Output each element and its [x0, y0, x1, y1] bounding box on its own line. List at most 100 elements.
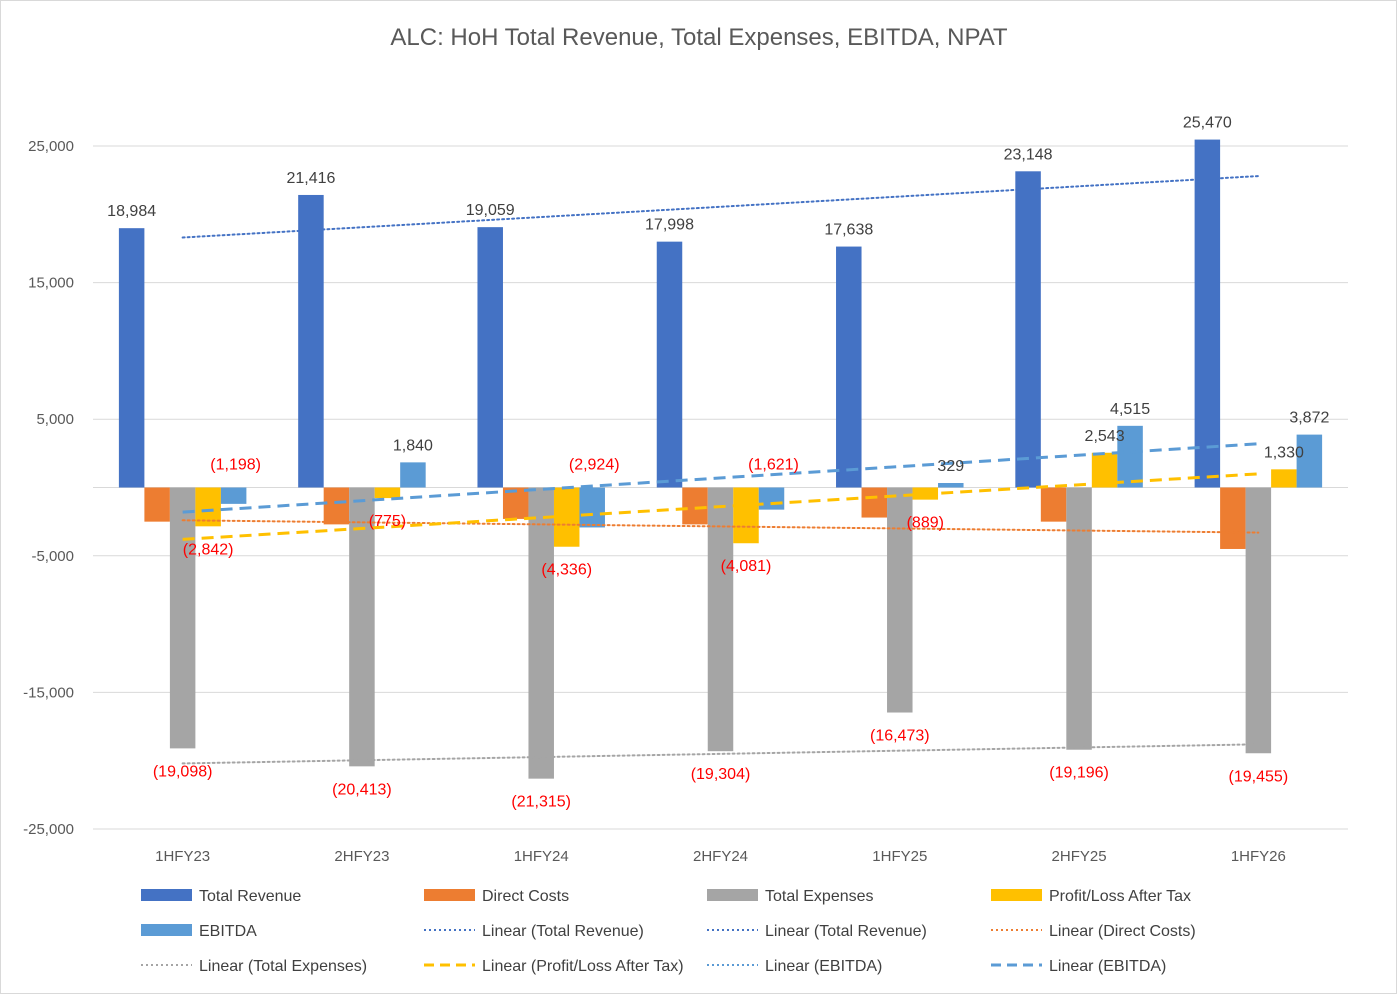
legend-item: Linear (EBITDA) — [991, 958, 1166, 975]
y-tick-label: 25,000 — [28, 138, 74, 155]
legend-label: Linear (Total Revenue) — [765, 923, 927, 940]
legend-item: Linear (EBITDA) — [707, 958, 882, 975]
bar-total-revenue — [836, 246, 862, 488]
legend-label: Total Expenses — [765, 888, 874, 905]
data-label-total-expenses: (20,413) — [332, 781, 392, 798]
bar-total-revenue — [118, 228, 145, 488]
bar-direct-costs — [861, 487, 888, 518]
legend-label: EBITDA — [199, 923, 257, 940]
data-label-total-revenue: 18,984 — [107, 203, 156, 220]
x-tick-label: 1HFY26 — [1231, 848, 1286, 865]
y-tick-label: -15,000 — [23, 684, 74, 701]
legend-item: Linear (Total Revenue) — [707, 923, 927, 940]
bar-ebitda — [579, 487, 605, 528]
legend-item: Linear (Total Revenue) — [424, 923, 644, 940]
data-label-profit-loss-after-tax: (4,336) — [541, 562, 592, 579]
bar-ebitda — [758, 487, 785, 510]
bar-total-expenses — [169, 487, 196, 749]
data-label-profit-loss-after-tax: (775) — [369, 513, 406, 530]
trendline-linear-total-revenue — [181, 175, 1260, 239]
y-axis-ticks: 25,000 15,000 5,000 -5,000 -15,000 -25,000 — [23, 138, 74, 838]
trendline-linear-direct-costs — [181, 519, 1260, 534]
data-label-total-expenses: (19,455) — [1229, 768, 1289, 785]
legend-swatch — [141, 924, 192, 936]
bar-total-expenses — [528, 487, 554, 779]
data-label-ebitda: 1,840 — [393, 437, 433, 454]
legend-label: Profit/Loss After Tax — [1049, 888, 1191, 905]
bar-total-expenses — [1066, 487, 1092, 750]
data-label-total-expenses: (16,473) — [870, 728, 930, 745]
x-tick-label: 2HFY23 — [334, 848, 389, 865]
legend-item: Linear (Total Expenses) — [141, 958, 367, 975]
x-axis-ticks: 1HFY23 2HFY23 1HFY24 2HFY24 1HFY25 2HFY25 1HFY… — [155, 848, 1286, 865]
legend-label: Direct Costs — [482, 888, 569, 905]
bar-total-expenses — [349, 487, 375, 767]
data-label-ebitda: 3,872 — [1289, 410, 1329, 427]
legend-label: Linear (Total Revenue) — [482, 923, 644, 940]
data-label-profit-loss-after-tax: (4,081) — [721, 558, 772, 575]
bar-ebitda — [1117, 425, 1143, 488]
legend-label: Total Revenue — [199, 888, 301, 905]
bar-total-revenue — [1015, 171, 1041, 488]
data-label-ebitda: (1,621) — [748, 457, 799, 474]
data-label-total-expenses: (19,098) — [153, 763, 213, 780]
legend-label: Linear (EBITDA) — [765, 958, 882, 975]
trendline-linear-ebitda — [182, 442, 1259, 514]
data-label-ebitda: 329 — [937, 458, 964, 475]
data-labels: 18,984 21,416 19,059 17,998 17,638 23,148 25,4… — [107, 115, 1329, 811]
legend-label: Linear (Profit/Loss After Tax) — [482, 958, 684, 975]
data-label-total-expenses: (21,315) — [511, 794, 571, 811]
bar-ebitda — [938, 483, 964, 488]
x-tick-label: 2HFY24 — [693, 848, 748, 865]
data-label-profit-loss-after-tax: 1,330 — [1264, 444, 1304, 461]
data-label-total-expenses: (19,196) — [1049, 765, 1109, 782]
legend-item: EBITDA — [141, 923, 257, 940]
data-label-total-revenue: 23,148 — [1004, 146, 1053, 163]
trendline-linear-total-expenses — [181, 743, 1260, 765]
x-tick-label: 1HFY25 — [872, 848, 927, 865]
x-tick-label: 1HFY24 — [514, 848, 569, 865]
bar-ebitda — [220, 487, 247, 504]
legend-item: Total Expenses — [707, 888, 874, 905]
bar-total-expenses — [1245, 487, 1272, 754]
bar-direct-costs — [1040, 487, 1067, 522]
legend-item: Profit/Loss After Tax — [991, 888, 1191, 905]
bar-total-revenue — [298, 194, 324, 488]
data-label-profit-loss-after-tax: (889) — [907, 515, 944, 532]
data-label-profit-loss-after-tax: (2,842) — [183, 541, 234, 558]
data-label-ebitda: (2,924) — [569, 457, 620, 474]
legend-item: Total Revenue — [141, 888, 301, 905]
x-tick-label: 1HFY23 — [155, 848, 210, 865]
x-tick-label: 2HFY25 — [1052, 848, 1107, 865]
trendlines — [181, 175, 1260, 765]
bars — [118, 139, 1323, 779]
data-label-total-revenue: 19,059 — [466, 202, 515, 219]
data-label-total-revenue: 17,638 — [824, 222, 873, 239]
legend-item: Linear (Profit/Loss After Tax) — [424, 958, 684, 975]
bar-profit-loss-after-tax — [1271, 469, 1297, 488]
bar-total-revenue — [656, 241, 683, 488]
y-tick-label: -5,000 — [31, 548, 74, 565]
data-label-profit-loss-after-tax: 2,543 — [1085, 428, 1125, 445]
data-label-total-revenue: 25,470 — [1183, 115, 1232, 132]
data-label-ebitda: 4,515 — [1110, 401, 1150, 418]
bar-direct-costs — [682, 487, 708, 525]
legend-swatch — [141, 889, 192, 901]
legend-swatch — [424, 889, 475, 901]
legend-label: Linear (Direct Costs) — [1049, 923, 1196, 940]
chart-title: ALC: HoH Total Revenue, Total Expenses, … — [390, 24, 1008, 51]
legend-label: Linear (EBITDA) — [1049, 958, 1166, 975]
y-tick-label: -25,000 — [23, 821, 74, 838]
legend-swatch — [707, 889, 758, 901]
legend-label: Linear (Total Expenses) — [199, 958, 367, 975]
legend-item: Direct Costs — [424, 888, 569, 905]
legend: Total Revenue Direct Costs Total Expenses P… — [141, 888, 1196, 975]
bar-direct-costs — [144, 487, 170, 522]
data-label-ebitda: (1,198) — [210, 457, 261, 474]
legend-swatch — [991, 889, 1042, 901]
data-label-total-revenue: 21,416 — [286, 170, 335, 187]
bar-total-revenue — [1194, 139, 1221, 488]
legend-item: Linear (Direct Costs) — [991, 923, 1196, 940]
